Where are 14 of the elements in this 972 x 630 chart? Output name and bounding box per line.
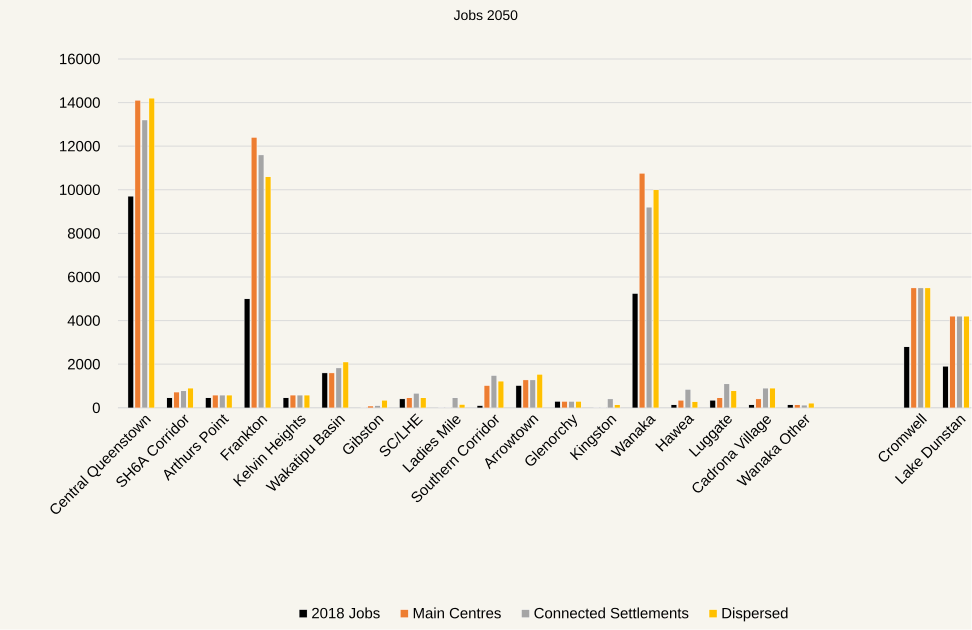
legend-label: Main Centres: [414, 608, 501, 619]
legend-label: Dispersed: [722, 608, 788, 622]
legend-label: 2018 Jobs: [312, 608, 380, 619]
y-tick-label: 12000: [60, 141, 100, 152]
y-tick-label: 14000: [60, 97, 100, 108]
legend-label: Connected Settlements: [534, 608, 688, 619]
y-tick-label: 6000: [68, 272, 100, 282]
y-tick-label: 8000: [68, 228, 100, 239]
y-tick-label: 10000: [60, 184, 100, 196]
chart-title: Jobs 2050: [454, 10, 518, 20]
y-tick-label: 2000: [68, 359, 100, 370]
y-tick-label: 4000: [68, 315, 100, 326]
y-tick-label: 16000: [60, 54, 100, 64]
y-tick-label: 0: [92, 402, 100, 414]
